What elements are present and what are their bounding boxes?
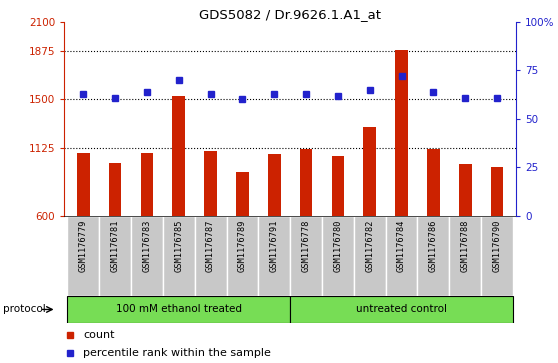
Text: protocol: protocol [3,305,46,314]
Bar [163,216,195,296]
Bar [141,153,153,216]
Text: GSM1176791: GSM1176791 [270,219,279,272]
Bar [258,216,290,296]
Text: GSM1176782: GSM1176782 [365,219,374,272]
Bar [481,216,513,296]
Bar [131,216,163,296]
Bar [204,151,217,216]
Bar [77,152,90,216]
Bar [427,149,440,216]
Text: GSM1176786: GSM1176786 [429,219,438,272]
Text: 100 mM ethanol treated: 100 mM ethanol treated [116,305,242,314]
Bar [300,149,312,216]
Text: GSM1176784: GSM1176784 [397,219,406,272]
Bar [290,216,322,296]
Text: untreated control: untreated control [356,305,447,314]
Bar [290,296,513,323]
Bar [459,164,472,216]
Title: GDS5082 / Dr.9626.1.A1_at: GDS5082 / Dr.9626.1.A1_at [199,8,381,21]
Bar [236,172,249,216]
Bar [68,296,290,323]
Text: GSM1176788: GSM1176788 [461,219,470,272]
Bar [68,216,99,296]
Bar [395,50,408,216]
Bar [322,216,354,296]
Bar [331,156,344,216]
Text: GSM1176790: GSM1176790 [493,219,502,272]
Text: GSM1176787: GSM1176787 [206,219,215,272]
Text: GSM1176789: GSM1176789 [238,219,247,272]
Text: GSM1176778: GSM1176778 [301,219,311,272]
Bar [354,216,386,296]
Text: GSM1176779: GSM1176779 [79,219,88,272]
Text: GSM1176783: GSM1176783 [142,219,151,272]
Bar [195,216,227,296]
Bar [268,154,281,216]
Bar [417,216,449,296]
Bar [386,216,417,296]
Bar [172,95,185,216]
Bar [449,216,481,296]
Text: GSM1176785: GSM1176785 [174,219,183,272]
Text: count: count [83,330,114,340]
Text: percentile rank within the sample: percentile rank within the sample [83,348,271,358]
Bar [99,216,131,296]
Bar [109,163,122,216]
Bar [490,167,503,216]
Bar [363,127,376,216]
Text: GSM1176780: GSM1176780 [333,219,343,272]
Text: GSM1176781: GSM1176781 [110,219,119,272]
Bar [227,216,258,296]
